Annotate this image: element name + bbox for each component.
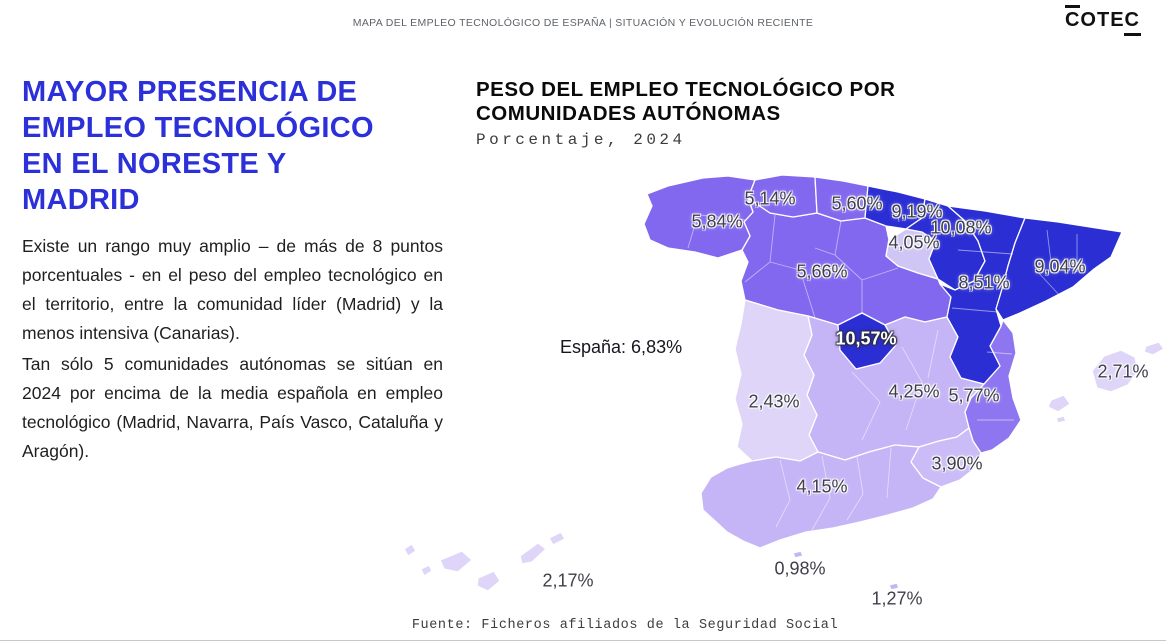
label-castilla-y-leon: 5,66% — [796, 261, 848, 282]
province-border-lines — [687, 203, 1078, 531]
island-menorca — [1143, 341, 1165, 356]
island-lanzarote — [548, 531, 566, 546]
island-la-palma — [403, 543, 417, 557]
bottom-divider — [0, 640, 1166, 641]
slide-title-line-2: EMPLEO TECNOLÓGICO — [22, 112, 374, 144]
map-title-line-2: COMUNIDADES AUTÓNOMAS — [476, 102, 781, 125]
island-mallorca — [1091, 349, 1139, 393]
island-la-gomera — [420, 564, 433, 577]
island-gran-canaria — [476, 570, 501, 592]
cotec-logo-first-letter: C — [1064, 5, 1081, 31]
map-title: PESO DEL EMPLEO TECNOLÓGICO POR COMUNIDA… — [476, 78, 895, 126]
slide-title-line-3: EN EL NORESTE Y — [22, 148, 287, 180]
label-asturias: 5,14% — [744, 188, 796, 209]
label-andalucia: 4,15% — [796, 476, 848, 497]
region-asturias — [747, 174, 818, 218]
island-fuerteventura — [519, 542, 547, 565]
report-header-title: MAPA DEL EMPLEO TECNOLÓGICO DE ESPAÑA | … — [352, 17, 814, 29]
label-ceuta: 0,98% — [774, 558, 826, 579]
label-canarias: 2,17% — [542, 570, 594, 591]
label-pais-vasco: 9,19% — [891, 201, 943, 222]
national-average-label: España: 6,83% — [560, 337, 683, 357]
region-melilla — [888, 582, 900, 591]
cotec-logo-mid: OTE — [1080, 9, 1125, 31]
source-note: Fuente: Ficheros afiliados de la Segurid… — [411, 618, 839, 633]
label-castilla-la-mancha: 4,25% — [888, 381, 940, 402]
label-navarra: 10,08% — [930, 217, 992, 238]
label-extremadura: 2,43% — [748, 391, 800, 412]
cotec-logo: COTEC — [1064, 5, 1142, 36]
body-paragraph-1: Existe un rango muy amplio – de más de 8… — [22, 236, 443, 343]
cotec-logo-last-letter: C — [1123, 9, 1142, 36]
slide-title-line-4: MADRID — [22, 184, 140, 216]
body-paragraph-2: Tan sólo 5 comunidades autónomas se sitú… — [22, 354, 443, 461]
slide-title-line-1: MAYOR PRESENCIA DE — [22, 76, 358, 108]
label-madrid: 10,57% — [835, 328, 897, 349]
region-ceuta — [792, 550, 804, 559]
label-cataluna: 9,04% — [1034, 256, 1086, 277]
label-galicia: 5,84% — [691, 211, 743, 232]
label-valencia: 5,77% — [948, 385, 1000, 406]
label-aragon: 8,51% — [958, 272, 1010, 293]
region-murcia — [910, 427, 982, 488]
island-ibiza — [1047, 394, 1071, 413]
label-la-rioja: 4,05% — [888, 232, 940, 253]
label-murcia: 3,90% — [931, 453, 983, 474]
map-title-line-1: PESO DEL EMPLEO TECNOLÓGICO POR — [476, 78, 896, 101]
region-extremadura — [734, 299, 819, 462]
label-cantabria: 5,60% — [831, 193, 883, 214]
map-subtitle: Porcentaje, 2024 — [476, 131, 686, 149]
slide-title: MAYOR PRESENCIA DE EMPLEO TECNOLÓGICO EN… — [22, 74, 452, 218]
region-madrid — [837, 312, 897, 370]
region-cataluna — [995, 217, 1123, 321]
label-melilla: 1,27% — [871, 588, 923, 609]
label-baleares: 2,71% — [1097, 361, 1149, 382]
canary-islands — [403, 531, 566, 592]
island-tenerife — [439, 550, 473, 573]
region-andalucia — [700, 444, 942, 549]
island-formentera — [1055, 415, 1067, 424]
